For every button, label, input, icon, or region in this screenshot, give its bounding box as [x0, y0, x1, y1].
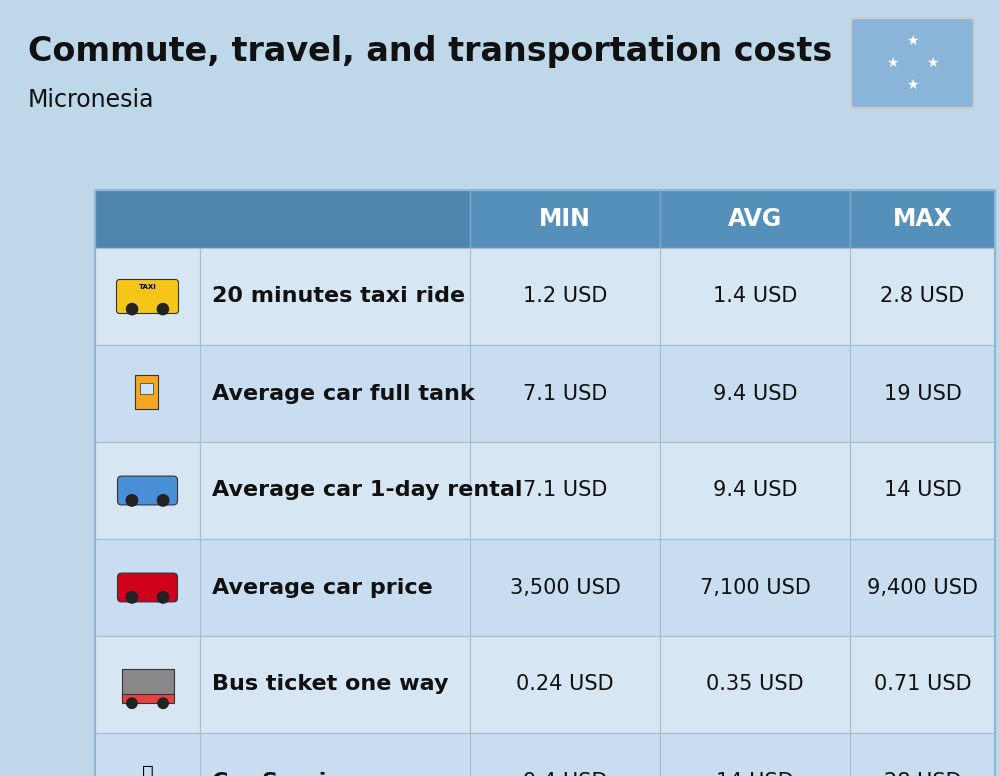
Text: Micronesia: Micronesia [28, 88, 154, 112]
FancyBboxPatch shape [118, 573, 178, 602]
Circle shape [126, 494, 138, 506]
Bar [660, 190, 850, 248]
Bar [660, 733, 850, 776]
Bar [470, 733, 660, 776]
Bar [850, 345, 995, 442]
Circle shape [157, 303, 168, 315]
Bar [470, 442, 660, 539]
Bar [660, 442, 850, 539]
Bar [200, 636, 470, 733]
Text: ★: ★ [906, 78, 919, 92]
Text: 19 USD: 19 USD [884, 383, 961, 404]
Text: 20 minutes taxi ride: 20 minutes taxi ride [212, 286, 465, 307]
Text: ★: ★ [926, 56, 939, 70]
Bar [850, 248, 995, 345]
Text: 14 USD: 14 USD [884, 480, 961, 501]
Text: Commute, travel, and transportation costs: Commute, travel, and transportation cost… [28, 36, 832, 68]
Text: MAX: MAX [893, 207, 952, 231]
Bar [470, 636, 660, 733]
Bar [122, 669, 174, 698]
FancyBboxPatch shape [118, 476, 178, 505]
Bar [95, 345, 200, 442]
Bar [200, 539, 470, 636]
Bar [470, 539, 660, 636]
Bar [850, 539, 995, 636]
Bar [95, 442, 200, 539]
Text: 9.4 USD: 9.4 USD [713, 383, 797, 404]
Bar [470, 190, 660, 248]
Bar [470, 248, 660, 345]
Text: 28 USD: 28 USD [884, 771, 961, 776]
Text: Bus ticket one way: Bus ticket one way [212, 674, 448, 695]
Circle shape [127, 698, 137, 708]
Bar [200, 345, 470, 442]
Circle shape [158, 698, 168, 708]
Text: 0.71 USD: 0.71 USD [874, 674, 971, 695]
Bar [200, 248, 470, 345]
Bar [134, 376, 158, 409]
Text: Average car 1-day rental: Average car 1-day rental [212, 480, 522, 501]
Bar [95, 190, 470, 248]
Text: 7.1 USD: 7.1 USD [523, 480, 607, 501]
Bar [470, 345, 660, 442]
Bar [200, 442, 470, 539]
Text: 1.2 USD: 1.2 USD [523, 286, 607, 307]
Text: Car Service: Car Service [212, 771, 355, 776]
Circle shape [126, 303, 138, 315]
Bar [850, 636, 995, 733]
Bar [850, 190, 995, 248]
Text: ★: ★ [906, 34, 919, 48]
Bar [95, 190, 995, 776]
Text: 9,400 USD: 9,400 USD [867, 577, 978, 598]
Bar [95, 636, 200, 733]
Bar [95, 248, 200, 345]
Circle shape [157, 591, 169, 603]
Text: Average car full tank: Average car full tank [212, 383, 475, 404]
Text: 0.35 USD: 0.35 USD [706, 674, 804, 695]
Bar [850, 442, 995, 539]
Bar [95, 733, 200, 776]
Bar [660, 636, 850, 733]
Text: 1.4 USD: 1.4 USD [713, 286, 797, 307]
FancyBboxPatch shape [851, 18, 974, 108]
Bar [660, 345, 850, 442]
Bar [95, 539, 200, 636]
Text: 7.1 USD: 7.1 USD [523, 383, 607, 404]
Bar [660, 248, 850, 345]
Text: ★: ★ [886, 56, 899, 70]
Text: 9.4 USD: 9.4 USD [523, 771, 607, 776]
Circle shape [126, 591, 138, 603]
Bar [660, 539, 850, 636]
Bar [140, 383, 153, 393]
Text: 0.24 USD: 0.24 USD [516, 674, 614, 695]
Text: MIN: MIN [539, 207, 591, 231]
Text: 3,500 USD: 3,500 USD [510, 577, 620, 598]
Bar [200, 733, 470, 776]
Text: 9.4 USD: 9.4 USD [713, 480, 797, 501]
FancyBboxPatch shape [116, 279, 178, 314]
Text: Average car price: Average car price [212, 577, 433, 598]
Text: 7,100 USD: 7,100 USD [700, 577, 810, 598]
Circle shape [157, 494, 169, 506]
Text: 14 USD: 14 USD [716, 771, 794, 776]
Bar [122, 694, 174, 703]
Text: AVG: AVG [728, 207, 782, 231]
Bar [850, 733, 995, 776]
Text: 2.8 USD: 2.8 USD [880, 286, 965, 307]
Text: TAXI: TAXI [139, 284, 156, 289]
Text: 🔧: 🔧 [142, 764, 153, 776]
